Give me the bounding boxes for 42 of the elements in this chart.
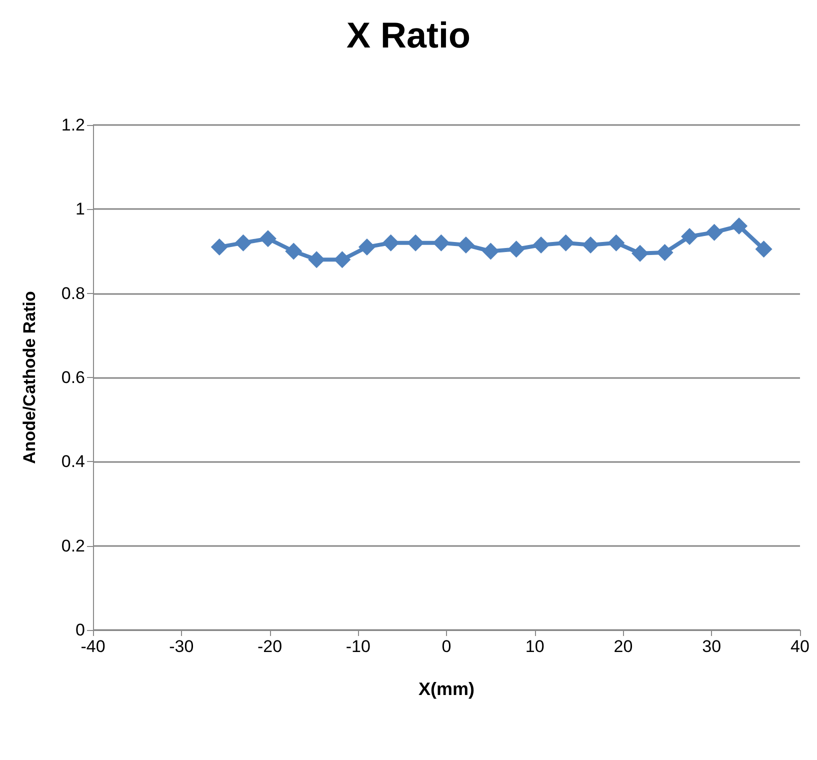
point bbox=[557, 234, 574, 252]
y-tick-label: 1 bbox=[76, 200, 85, 219]
point bbox=[234, 234, 252, 252]
point bbox=[608, 234, 625, 252]
x-tick-label: 10 bbox=[525, 637, 544, 656]
point bbox=[582, 236, 600, 254]
y-tick-label: 0.2 bbox=[61, 536, 85, 556]
point bbox=[755, 240, 772, 258]
x-tick-label: -20 bbox=[257, 637, 282, 656]
chart-title: X Ratio bbox=[346, 14, 471, 56]
point bbox=[532, 236, 550, 254]
y-tick-label: 1.2 bbox=[61, 116, 85, 134]
point bbox=[334, 251, 351, 268]
y-tick-label: 0 bbox=[76, 620, 85, 640]
x-tick-label: -30 bbox=[169, 637, 194, 656]
x-tick-label: 40 bbox=[790, 637, 810, 656]
point bbox=[730, 218, 748, 234]
x-tick-label: 20 bbox=[614, 637, 633, 656]
y-tick-label: 0.6 bbox=[61, 368, 85, 387]
point bbox=[656, 244, 674, 262]
point bbox=[358, 238, 376, 256]
point bbox=[308, 251, 326, 268]
y-tick-label: 0.8 bbox=[61, 284, 85, 303]
point bbox=[259, 230, 276, 248]
point bbox=[285, 242, 302, 260]
x-tick-label: 0 bbox=[442, 637, 452, 656]
point bbox=[457, 236, 474, 254]
point bbox=[681, 228, 698, 246]
point bbox=[432, 234, 450, 252]
y-axis-title: Anode/Cathode Ratio bbox=[20, 291, 39, 464]
y-tick-label: 0.4 bbox=[61, 452, 85, 472]
x-tick-label: -40 bbox=[80, 637, 106, 656]
point bbox=[210, 238, 228, 256]
point bbox=[382, 234, 400, 252]
x-tick-label: 30 bbox=[702, 637, 722, 656]
point bbox=[706, 224, 723, 241]
x-axis-title: X(mm) bbox=[418, 679, 475, 699]
point bbox=[407, 234, 424, 252]
point bbox=[632, 244, 649, 262]
x-tick-label: -10 bbox=[346, 637, 370, 656]
point bbox=[508, 240, 525, 258]
point bbox=[482, 242, 500, 260]
